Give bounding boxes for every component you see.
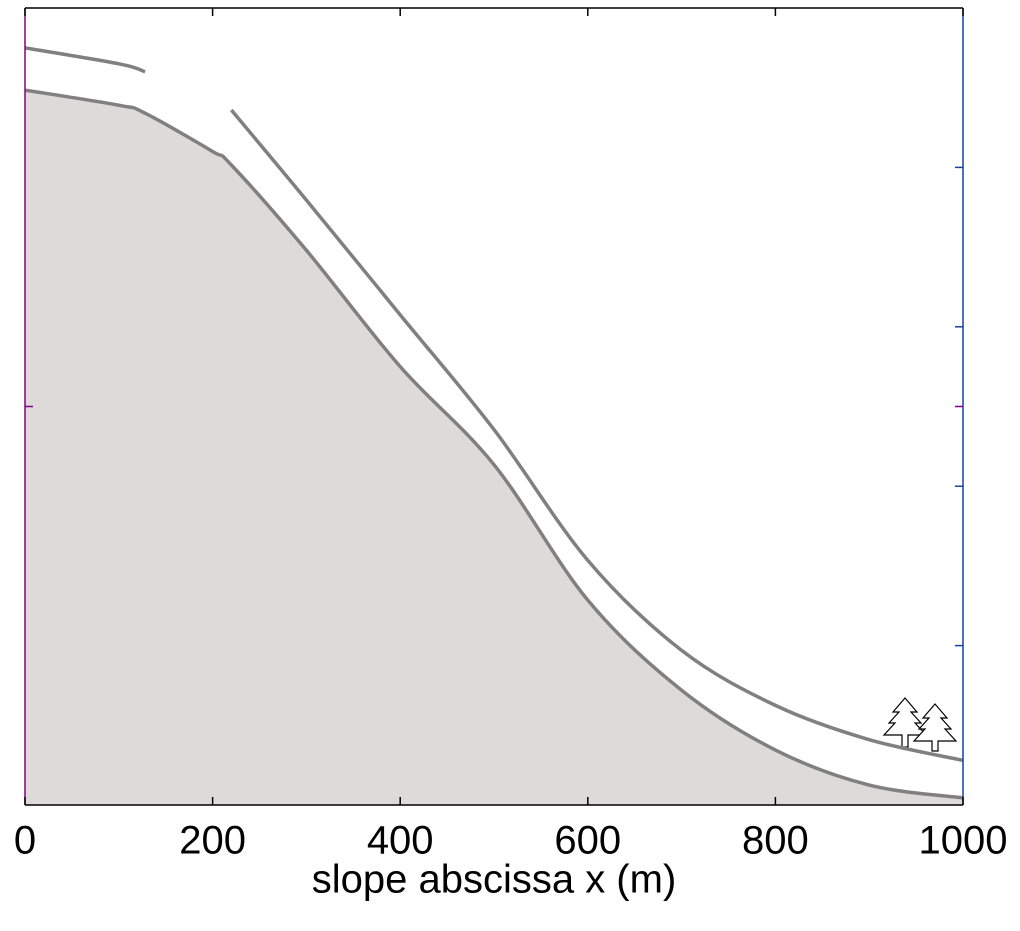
profile-line: [230, 108, 964, 763]
x-tick-label: 0: [14, 819, 36, 863]
profile-line: [24, 46, 146, 74]
x-tick-label: 600: [554, 819, 621, 863]
trees: [882, 697, 958, 752]
x-tick-label: 400: [367, 819, 434, 863]
x-tick-label: 1000: [919, 819, 1008, 863]
profile-line: [24, 88, 964, 800]
ground-area: [25, 90, 963, 805]
x-axis-label: slope abscissa x (m): [312, 858, 677, 902]
x-tick-label: 800: [742, 819, 809, 863]
x-tick-label: 200: [179, 819, 246, 863]
